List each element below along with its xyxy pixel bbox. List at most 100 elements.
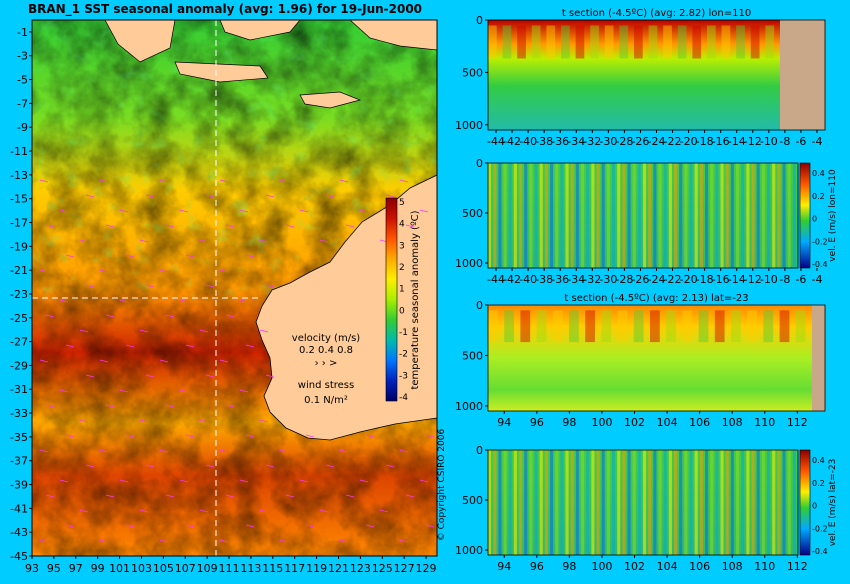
section-texture [627,163,631,268]
section-texture [544,163,548,268]
velocity-arrow [279,539,289,543]
section-texture [782,450,786,555]
lon-tick-label: 129 [416,562,437,575]
velocity-arrow [259,239,269,243]
lat-tick-label: -17 [10,216,28,229]
section-texture [730,163,734,268]
lat-tick-label: -9 [17,121,28,134]
section-texture [707,25,716,59]
section-x-tick-label: -30 [599,273,617,286]
section-x-tick-label: -42 [503,135,521,148]
velocity-arrow [225,224,235,228]
section-x-tick-label: 98 [562,416,576,429]
section-texture [679,450,683,555]
section-texture [643,163,647,268]
velocity-arrow [239,299,249,303]
velocity-arrow [145,284,155,288]
velocity-arrow [185,434,195,438]
section-texture [550,450,554,555]
lat-tick-label: -3 [17,50,28,63]
section-texture [503,450,507,555]
velocity-arrow [45,224,55,228]
section-x-tick-label: -12 [744,273,762,286]
section-x-tick-label: -36 [551,273,569,286]
section-panel-v-lon: 05001000-44-42-40-38-36-34-32-30-28-26-2… [455,157,838,286]
velocity-colorbar-tick-label: 0.4 [812,169,825,178]
velocity-arrow [285,224,295,228]
section-texture [622,163,626,268]
section-x-tick-label: -30 [599,135,617,148]
velocity-arrow [119,479,129,483]
section-texture [705,163,709,268]
section-texture [736,163,740,268]
velocity-arrow [39,359,49,363]
velocity-arrow [245,254,255,258]
section-texture [715,450,719,555]
section-texture [503,163,507,268]
section-x-tick-label: 110 [754,416,775,429]
section-texture [736,25,745,59]
section-texture [612,450,616,555]
velocity-colorbar-tick-label: -0.2 [812,524,828,533]
lon-tick-label: 111 [219,562,240,575]
wind-stress-value: 0.1 N/m² [304,395,348,406]
section-texture [741,450,745,555]
sst-colorbar-tick-label: -4 [399,393,408,403]
section-x-tick-label: -18 [696,273,714,286]
velocity-arrow [265,284,275,288]
velocity-arrow [339,539,349,543]
velocity-arrow [85,464,95,468]
velocity-arrow [359,209,369,213]
section-texture [792,163,796,268]
section-x-tick-label: -40 [519,135,537,148]
section-texture [747,310,757,343]
section-field [488,20,825,130]
section-y-tick-label: 1000 [455,119,483,132]
section-texture [765,25,775,59]
velocity-arrow [45,494,55,498]
section-x-tick-label: 94 [497,560,511,573]
map-plot-area [32,20,437,556]
velocity-arrow [39,269,49,273]
map-title: BRAN_1 SST seasonal anomaly (avg: 1.96) … [28,2,422,17]
velocity-arrow [65,524,75,528]
section-texture [736,450,740,555]
velocity-arrow [245,344,255,348]
velocity-arrow [185,344,195,348]
section-texture [591,163,595,268]
lon-tick-label: 105 [153,562,174,575]
section-texture [617,163,621,268]
section-x-tick-label: -14 [728,273,746,286]
section-texture [622,450,626,555]
section-texture [666,310,676,343]
section-texture [604,25,614,59]
section-texture [633,310,644,343]
section-texture [637,163,641,268]
lat-tick-label: -33 [10,407,28,420]
section-texture [721,25,731,59]
velocity-arrow [265,194,275,198]
velocity-arrow [99,539,109,543]
velocity-arrow [139,329,149,333]
velocity-arrow [245,434,255,438]
section-x-tick-label: -34 [567,135,585,148]
sst-colorbar-tick-label: 3 [399,241,405,251]
section-texture [750,25,760,59]
lat-tick-label: -35 [10,431,28,444]
sst-colorbar-tick-label: 5 [399,198,405,208]
section-texture [692,25,702,59]
land-sulawesi [349,20,437,51]
section-x-tick-label: -44 [487,135,505,148]
velocity-arrow [185,524,195,528]
section-frame [487,304,826,412]
velocity-arrow [405,494,415,498]
section-x-tick-label: 108 [722,416,743,429]
velocity-arrow [325,194,335,198]
section-texture [684,450,688,555]
velocity-colorbar-tick-label: 0.2 [812,479,825,488]
section-x-tick-label: 104 [657,416,678,429]
velocity-arrow [65,254,75,258]
lon-tick-label: 121 [328,562,349,575]
section-texture [550,163,554,268]
